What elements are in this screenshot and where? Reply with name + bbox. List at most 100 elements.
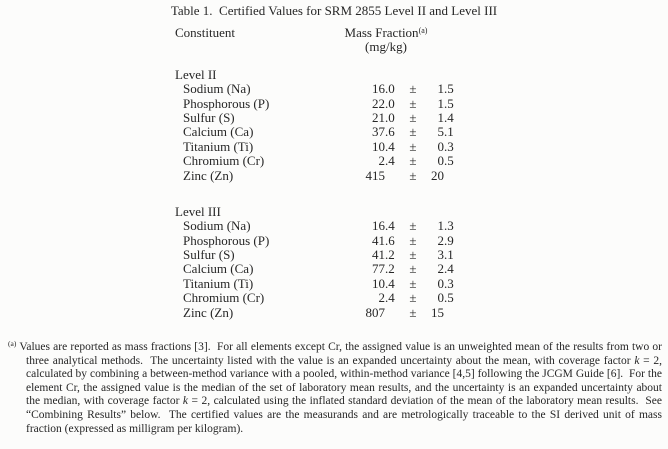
plus-minus-sign: ± bbox=[409, 290, 417, 306]
uncertainty-cell: 3 bbox=[437, 247, 445, 263]
constituent-cell: Titanium (Ti) bbox=[183, 275, 254, 291]
value-cell-fraction: .4 bbox=[385, 275, 395, 291]
table-row: Chromium (Cr) 2.4 ±0.5 bbox=[175, 290, 475, 306]
value-cell-fraction: .4 bbox=[385, 153, 395, 169]
value-cell: 21 bbox=[372, 109, 385, 125]
uncertainty-cell-fraction: .1 bbox=[444, 124, 454, 140]
value-cell: 77 bbox=[372, 261, 385, 277]
uncertainty-cell: 1 bbox=[437, 81, 445, 97]
constituent-cell: Zinc (Zn) bbox=[183, 167, 234, 183]
plus-minus-sign: ± bbox=[409, 232, 417, 248]
table-title: Table 1. Certified Values for SRM 2855 L… bbox=[170, 3, 498, 18]
uncertainty-cell: 2 bbox=[437, 232, 445, 248]
table-row: Titanium (Ti) 10.4 ±0.3 bbox=[175, 275, 475, 291]
uncertainty-cell-fraction: .9 bbox=[444, 232, 454, 248]
constituent-cell: Titanium (Ti) bbox=[183, 138, 254, 154]
mass-fraction-label: Mass Fraction bbox=[344, 25, 419, 40]
value-cell-fraction bbox=[385, 169, 401, 183]
plus-minus-sign: ± bbox=[409, 275, 417, 291]
table-row: Phosphorous (P) 41.6 ±2.9 bbox=[175, 232, 475, 248]
value-cell-fraction: .6 bbox=[385, 232, 395, 248]
uncertainty-cell-fraction: .4 bbox=[444, 261, 454, 277]
constituent-cell: Phosphorous (P) bbox=[183, 95, 270, 111]
constituent-cell: Sulfur (S) bbox=[183, 247, 235, 263]
table-row: Calcium (Ca) 37.6 ±5.1 bbox=[175, 124, 475, 140]
uncertainty-cell-fraction: .5 bbox=[444, 153, 454, 169]
table-header: Constituent Mass Fraction(a) (mg/kg) bbox=[175, 25, 475, 55]
value-cell: 16 bbox=[372, 81, 385, 97]
plus-minus-sign: ± bbox=[409, 124, 417, 140]
uncertainty-cell: 20 bbox=[431, 167, 444, 183]
uncertainty-cell-fraction: .3 bbox=[444, 275, 454, 291]
value-cell: 415 bbox=[365, 167, 386, 183]
uncertainty-cell: 1 bbox=[437, 218, 445, 234]
footnote-text: = 2, calculated using the inflated stand… bbox=[26, 395, 665, 435]
value-cell: 41 bbox=[372, 232, 385, 248]
constituent-cell: Chromium (Cr) bbox=[183, 290, 265, 306]
level-label: Level II bbox=[175, 66, 217, 82]
plus-minus-sign: ± bbox=[409, 109, 417, 125]
constituent-cell: Zinc (Zn) bbox=[183, 304, 234, 320]
table-row: Zinc (Zn) 415 ±20 bbox=[175, 167, 475, 183]
uncertainty-cell: 2 bbox=[437, 261, 445, 277]
footnote-italic-term: k bbox=[634, 354, 640, 367]
table-row: Phosphorous (P) 22.0 ±1.5 bbox=[175, 95, 475, 111]
plus-minus-sign: ± bbox=[409, 218, 417, 234]
uncertainty-cell-fraction bbox=[444, 169, 458, 183]
uncertainty-cell: 1 bbox=[437, 109, 445, 125]
value-cell: 10 bbox=[372, 275, 385, 291]
uncertainty-cell-fraction: .5 bbox=[444, 81, 454, 97]
value-cell-fraction: .0 bbox=[385, 109, 395, 125]
value-cell-fraction: .0 bbox=[385, 81, 395, 97]
value-cell-fraction: .2 bbox=[385, 247, 395, 263]
value-cell: 16 bbox=[372, 218, 385, 234]
plus-minus-sign: ± bbox=[409, 138, 417, 154]
value-cell-fraction: .4 bbox=[385, 138, 395, 154]
value-cell-fraction: .4 bbox=[385, 290, 395, 306]
column-header-constituent: Constituent bbox=[175, 25, 235, 40]
uncertainty-cell: 5 bbox=[437, 124, 445, 140]
constituent-cell: Sodium (Na) bbox=[183, 81, 251, 97]
plus-minus-sign: ± bbox=[409, 81, 417, 97]
unit-label: (mg/kg) bbox=[365, 39, 407, 55]
table-row: Chromium (Cr) 2.4 ±0.5 bbox=[175, 153, 475, 169]
plus-minus-sign: ± bbox=[409, 95, 417, 111]
uncertainty-cell-fraction: .5 bbox=[444, 290, 454, 306]
constituent-cell: Sodium (Na) bbox=[183, 218, 251, 234]
value-cell-fraction: .6 bbox=[385, 124, 395, 140]
uncertainty-cell-fraction: .1 bbox=[444, 247, 454, 263]
certified-values-table: Constituent Mass Fraction(a) (mg/kg) Lev… bbox=[175, 25, 475, 320]
uncertainty-cell-fraction: .5 bbox=[444, 95, 454, 111]
uncertainty-cell-fraction: .3 bbox=[444, 138, 454, 154]
constituent-cell: Sulfur (S) bbox=[183, 109, 235, 125]
table-row: Sodium (Na) 16.0 ±1.5 bbox=[175, 81, 475, 97]
value-cell: 41 bbox=[372, 247, 385, 263]
footnote: (a) Values are reported as mass fraction… bbox=[4, 340, 665, 436]
constituent-cell: Chromium (Cr) bbox=[183, 153, 265, 169]
value-cell: 10 bbox=[372, 138, 385, 154]
plus-minus-sign: ± bbox=[409, 304, 417, 320]
plus-minus-sign: ± bbox=[409, 167, 417, 183]
footnote-italic-term: k bbox=[182, 395, 189, 408]
uncertainty-cell: 0 bbox=[437, 275, 445, 291]
plus-minus-sign: ± bbox=[409, 261, 417, 277]
footnote-text: = 2, calculated by combining a between-m… bbox=[26, 354, 665, 408]
footnote-text: Values are reported as mass fractions [3… bbox=[16, 341, 665, 367]
constituent-cell: Phosphorous (P) bbox=[183, 232, 270, 248]
table-row: Sodium (Na) 16.4 ±1.3 bbox=[175, 218, 475, 234]
mass-fraction-footnote-marker: (a) bbox=[418, 26, 428, 35]
value-cell-fraction bbox=[385, 306, 401, 320]
constituent-cell: Calcium (Ca) bbox=[183, 124, 254, 140]
table-row: Calcium (Ca) 77.2 ±2.4 bbox=[175, 261, 475, 277]
value-cell: 807 bbox=[365, 304, 386, 320]
column-header-mass-fraction: Mass Fraction(a) bbox=[327, 25, 445, 40]
plus-minus-sign: ± bbox=[409, 247, 417, 263]
table-row: Titanium (Ti) 10.4 ±0.3 bbox=[175, 138, 475, 154]
value-cell-fraction: .2 bbox=[385, 261, 395, 277]
table-row: Sulfur (S) 41.2 ±3.1 bbox=[175, 247, 475, 263]
table-row: Zinc (Zn) 807 ±15 bbox=[175, 304, 475, 320]
value-cell: 37 bbox=[372, 124, 385, 140]
uncertainty-cell: 15 bbox=[431, 304, 444, 320]
uncertainty-cell: 0 bbox=[437, 290, 445, 306]
uncertainty-cell: 1 bbox=[437, 95, 445, 111]
